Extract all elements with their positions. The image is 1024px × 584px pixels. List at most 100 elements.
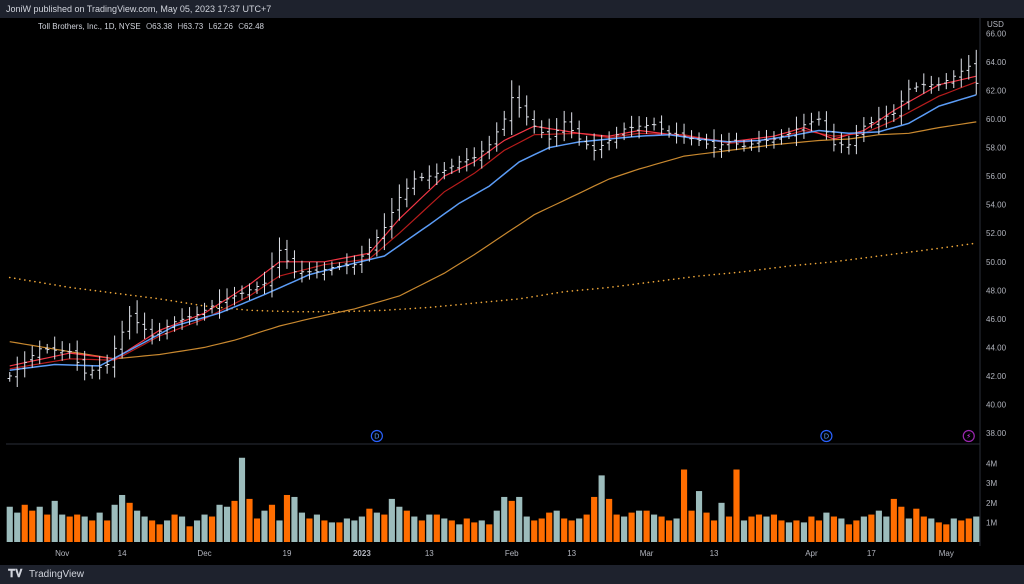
price-tick-label: 40.00 [986,400,1007,409]
volume-bar [695,491,703,542]
volume-bar [186,526,193,542]
volume-bar [246,498,253,542]
volume-bar [561,518,568,542]
volume-bar [815,520,822,542]
price-tick-label: 52.00 [986,229,1007,238]
volume-bar [14,512,21,542]
volume-bar [928,518,935,542]
volume-bar [568,520,575,542]
volume-bar [433,514,440,542]
open-label: O [145,22,153,31]
volume-bar [104,520,111,542]
ema-10-line [9,75,977,367]
price-tick-label: 48.00 [986,286,1007,295]
volume-bar [44,514,51,542]
volume-bar [898,506,905,542]
volume-bar [665,520,673,542]
volume-bar [643,510,650,542]
volume-bar [306,518,313,542]
volume-bar [388,498,395,542]
volume-bar [621,516,628,542]
open-value: 63.38 [152,22,173,31]
time-tick-label: 19 [283,549,292,558]
event-marker-label: ⚡ [966,433,971,441]
volume-bar [298,512,306,542]
volume-bar [673,518,680,542]
low-value: 62.26 [212,22,233,31]
volume-bar [793,520,800,542]
time-tick-label: 17 [867,549,876,558]
volume-bar [733,469,740,542]
volume-bar [905,518,912,542]
volume-bar [808,516,815,542]
volume-bar [164,520,171,542]
earnings-marker-icon [962,429,975,443]
volume-bar [29,510,36,542]
volume-bar [59,514,66,542]
volume-bar [755,514,763,542]
ema-blue-line [9,94,977,371]
volume-tick-label: 2M [986,499,997,508]
volume-bar [426,514,433,542]
volume-bar [193,520,201,542]
volume-bar [134,510,141,542]
volume-bar [523,516,530,542]
volume-bar [253,518,261,542]
time-tick-label: Mar [640,549,654,558]
volume-bar [36,506,43,542]
volume-bar [89,520,96,542]
volume-bar [381,514,388,542]
volume-bar [860,516,867,542]
volume-bar [21,504,28,542]
symbol-title: Toll Brothers, Inc., 1D, NYSE [38,22,141,31]
volume-bar [920,516,927,542]
dividend-marker-icon [370,429,383,443]
volume-bar [703,512,710,542]
volume-bar [576,518,583,542]
price-tick-label: 46.00 [986,315,1007,324]
time-tick-label: 14 [118,549,127,558]
close-label: C [238,22,244,31]
volume-bar [343,518,350,542]
high-value: 63.73 [183,22,204,31]
volume-bar [96,512,103,542]
volume-bar [913,508,920,542]
volume-bar [845,524,852,542]
volume-bar [51,500,58,542]
event-marker-label: D [824,433,829,441]
volume-bar [973,516,980,542]
volume-bar [508,500,515,542]
volume-bar [636,510,643,542]
volume-bar [935,522,942,542]
low-label: L [208,22,213,31]
time-tick-label: Apr [805,549,818,558]
volume-bar [223,506,231,542]
dividend-marker-icon [820,429,833,443]
volume-bar [965,518,972,542]
volume-bar [875,510,882,542]
brand-name[interactable]: TradingView [29,569,85,580]
volume-bar [149,520,156,542]
volume-bar [943,524,950,542]
volume-bar [119,494,126,542]
volume-bar [680,469,688,542]
tradingview-logo-icon[interactable]: 𝐓𝐕 [8,568,23,580]
ema-21-line [9,81,977,370]
volume-bar [456,524,463,542]
close-value: 62.48 [243,22,265,31]
volume-bar [628,512,635,542]
price-tick-label: 38.00 [986,429,1007,438]
price-tick-label: 62.00 [986,87,1007,96]
volume-bar [313,514,321,542]
volume-bar [171,514,178,542]
volume-bar [283,494,291,542]
price-tick-label: 54.00 [986,201,1007,210]
published-text: JoniW published on TradingView.com, May … [6,4,272,14]
volume-bar [890,498,897,542]
volume-bar [606,498,613,542]
volume-bar [651,514,658,542]
time-tick-label: 13 [425,549,434,558]
volume-bar [531,520,538,542]
volume-bar [778,520,785,542]
